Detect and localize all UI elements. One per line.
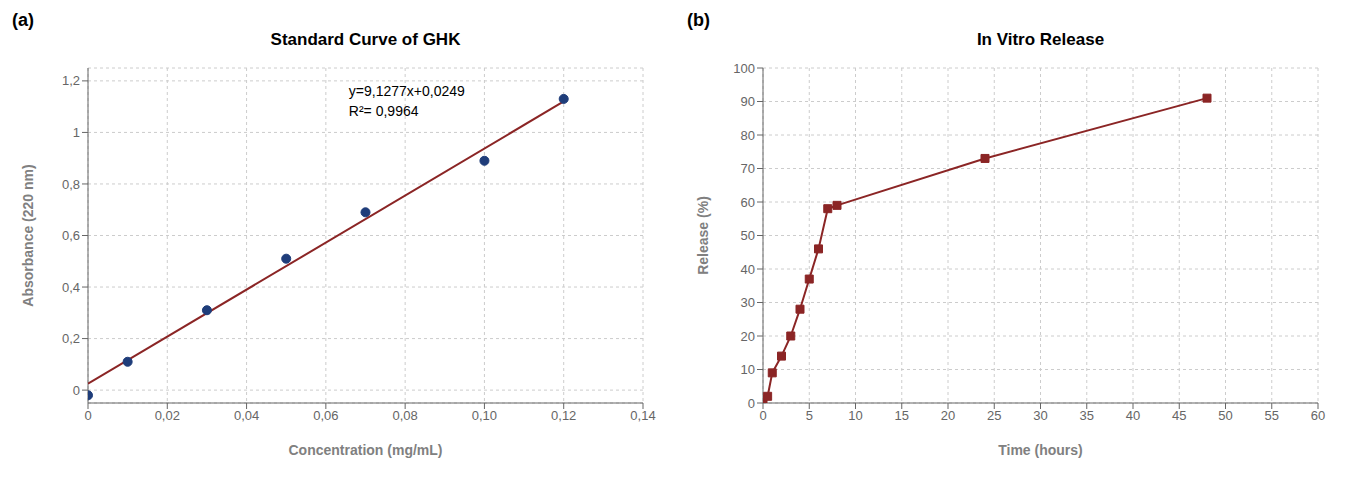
svg-text:0: 0 <box>84 408 91 423</box>
svg-text:0,4: 0,4 <box>62 280 80 295</box>
html-text:(a): (a) <box>12 10 34 30</box>
svg-text:90: 90 <box>741 94 755 109</box>
svg-text:20: 20 <box>741 329 755 344</box>
svg-text:0,2: 0,2 <box>62 331 80 346</box>
svg-text:0,06: 0,06 <box>313 408 338 423</box>
svg-text:0,02: 0,02 <box>155 408 180 423</box>
svg-text:40: 40 <box>1126 408 1140 423</box>
svg-text:Absorbance (220 nm): Absorbance (220 nm) <box>20 164 36 306</box>
svg-text:60: 60 <box>741 195 755 210</box>
svg-text:0,10: 0,10 <box>472 408 497 423</box>
svg-text:30: 30 <box>741 295 755 310</box>
svg-text:0,14: 0,14 <box>630 408 655 423</box>
svg-text:15: 15 <box>895 408 909 423</box>
svg-text:10: 10 <box>848 408 862 423</box>
svg-text:20: 20 <box>941 408 955 423</box>
html-text:R²= 0,9964: R²= 0,9964 <box>348 103 419 120</box>
svg-text:50: 50 <box>741 228 755 243</box>
svg-text:25: 25 <box>987 408 1001 423</box>
svg-text:0,8: 0,8 <box>62 177 80 192</box>
svg-text:45: 45 <box>1172 408 1186 423</box>
svg-text:0,08: 0,08 <box>392 408 417 423</box>
svg-text:5: 5 <box>806 408 813 423</box>
svg-text:0: 0 <box>748 396 755 411</box>
html-text:(b): (b) <box>687 10 710 30</box>
svg-text:70: 70 <box>741 161 755 176</box>
svg-text:0: 0 <box>73 383 80 398</box>
html-text:y=9,1277x+0,0249: y=9,1277x+0,0249 <box>348 83 465 100</box>
svg-text:1: 1 <box>73 125 80 140</box>
svg-text:55: 55 <box>1265 408 1279 423</box>
svg-text:0,12: 0,12 <box>551 408 576 423</box>
svg-text:10: 10 <box>741 362 755 377</box>
svg-text:0,6: 0,6 <box>62 228 80 243</box>
svg-text:40: 40 <box>741 262 755 277</box>
svg-text:80: 80 <box>741 128 755 143</box>
svg-text:50: 50 <box>1218 408 1232 423</box>
svg-text:0,04: 0,04 <box>234 408 259 423</box>
html-text:In Vitro Release: In Vitro Release <box>976 30 1105 49</box>
svg-text:30: 30 <box>1033 408 1047 423</box>
html-text:Standard Curve of GHK: Standard Curve of GHK <box>270 30 461 49</box>
svg-text:0: 0 <box>759 408 766 423</box>
svg-text:Release (%): Release (%) <box>695 196 711 275</box>
svg-text:Concentration (mg/mL): Concentration (mg/mL) <box>289 442 443 458</box>
svg-text:60: 60 <box>1311 408 1325 423</box>
svg-text:35: 35 <box>1080 408 1094 423</box>
svg-text:1,2: 1,2 <box>62 73 80 88</box>
svg-text:100: 100 <box>733 61 755 76</box>
svg-text:Time (hours): Time (hours) <box>998 442 1083 458</box>
